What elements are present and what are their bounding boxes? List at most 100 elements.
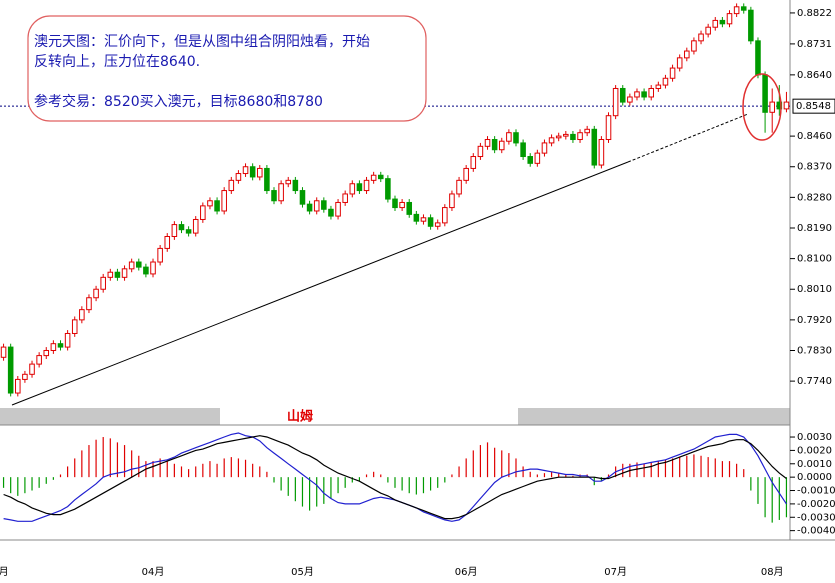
candle-body [185,229,192,234]
candle-body [121,268,128,278]
candle-body [335,201,341,217]
candle-body [271,190,277,202]
candle-body [783,101,790,110]
candle-body [377,174,384,180]
candle-body [577,132,583,141]
x-tick-label: 06月 [455,566,478,578]
candle-body [527,156,534,164]
candle-body [370,174,377,181]
trend-line [11,161,629,406]
y-tick-label: -0.0030 [797,512,835,523]
candle-body [107,271,114,278]
candle-body [449,193,455,209]
y-tick-label: -0.0020 [797,499,835,510]
candle-body [313,200,320,212]
y-tick-label: 0.0020 [797,445,832,456]
y-tick-label: -0.0040 [797,526,835,537]
candle-body [563,133,569,137]
note-box [27,15,427,122]
last-price-box [792,98,835,114]
candle-body [684,50,690,59]
candle-body [7,346,14,394]
x-tick-label: 08月 [761,566,784,578]
candle-body [456,179,462,195]
candle-body [755,40,761,76]
candle-body [143,266,149,275]
candle-body [748,9,754,42]
y-tick-label: 0.7740 [797,376,832,387]
candle-body [64,332,71,348]
candle-body [200,205,206,220]
candle-body [691,40,697,52]
highlight-ellipse [742,73,782,141]
candle-body [363,179,370,192]
candle-body [278,183,284,202]
candle-body [719,19,726,25]
candle-body [29,363,35,375]
candle-body [669,67,676,79]
x-tick-label: 月 [0,566,9,578]
candle-body [228,179,235,192]
x-tick-label: 05月 [291,566,314,578]
candle-body [698,33,704,42]
candle-body [420,217,427,222]
macd-panel: 0.0030 0.0020 0.0010 0.0000 -0.0010 -0.0020 -0… [2,432,835,537]
candle-body [349,183,356,195]
candle-body [506,132,512,142]
candle-body [434,222,441,227]
y-tick-label: 0.8731 [797,39,832,50]
candle-body [214,200,220,212]
candle-body [100,276,106,290]
candle-body [249,166,256,178]
candle-body [136,261,142,268]
note-line: 澳元天图：汇价向下，但是从图中组合阴阳烛看，开始 [34,34,370,50]
label-gap [220,408,518,425]
candle-body [477,145,484,158]
candle-body [57,343,64,348]
y-tick-label: 0.8370 [797,162,832,173]
candle-body [192,218,199,234]
candle-body [769,101,775,113]
candle-body [150,261,156,275]
candle-body [256,167,263,178]
candle-body [762,74,768,113]
candle-body [584,128,590,134]
candle-body [71,319,78,334]
candle-body [641,91,647,98]
candle-body [79,309,85,321]
candle-body [321,200,327,210]
y-tick-label: 0.8190 [797,223,832,234]
candle-body [627,96,633,103]
candle-body [15,378,21,394]
y-tick-label: 0.7920 [797,315,832,326]
y-tick-label: 0.0010 [797,459,832,470]
candle-body [541,142,548,154]
candle-body [498,140,505,151]
candle-body [306,203,313,212]
candle-body [619,87,626,103]
candle-body [285,179,292,185]
candle-body [164,235,171,249]
candle-body [392,198,398,209]
x-tick-label: 07月 [604,566,627,578]
candle-body [634,91,640,98]
candle-body [733,6,740,15]
candle-body [328,208,334,217]
candle-body [513,132,519,144]
note-line: 参考交易：8520买入澳元，目标8680和8780 [34,93,323,110]
candle-body [598,139,605,166]
candle-body [491,139,498,151]
candle-body [413,213,420,222]
y-tick-label: 0.8460 [797,131,832,142]
candle-body [442,207,448,224]
candle-body [712,19,719,28]
candle-body [612,87,619,117]
candle-body [648,87,654,98]
candle-body [591,128,598,166]
candle-body [292,179,299,192]
candle-body [726,13,733,25]
candle-body [157,247,163,263]
candle-body [427,217,434,227]
candle-body [178,224,185,231]
